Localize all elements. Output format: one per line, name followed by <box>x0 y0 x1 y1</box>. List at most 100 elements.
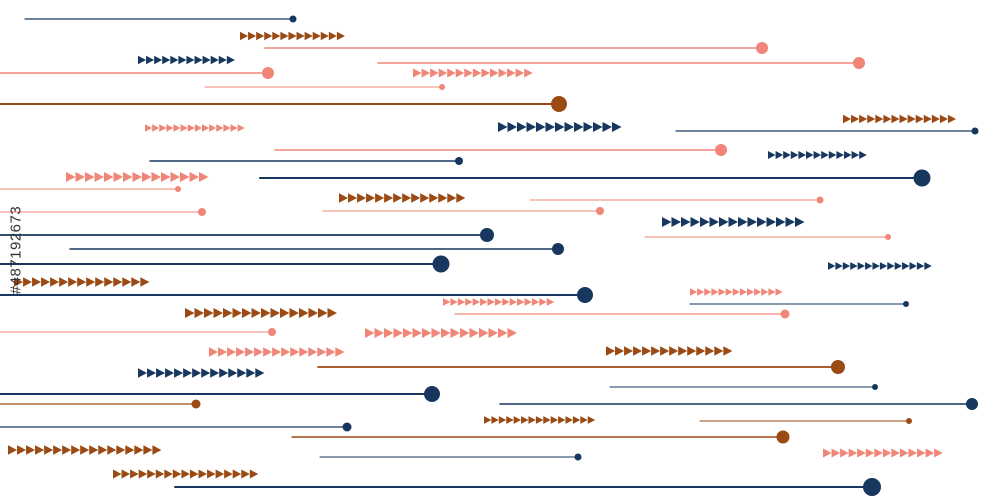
arrow-triangle <box>775 288 783 296</box>
arrow-triangle <box>393 328 403 338</box>
end-dot <box>455 157 463 165</box>
end-dot <box>780 309 790 319</box>
arrow-triangle <box>237 124 245 132</box>
arrow-triangle <box>218 55 227 65</box>
arrow-triangle <box>94 172 104 182</box>
arrow-triangle <box>145 124 153 132</box>
arrow-triangle <box>899 114 908 124</box>
arrow-triangle <box>17 445 27 455</box>
stock-id-strip: #487192673 <box>0 0 32 500</box>
arrow-triangle <box>882 448 892 458</box>
stock-id-label: #487192673 <box>7 205 25 295</box>
arrow-triangle <box>254 347 264 357</box>
arrow-triangle <box>642 346 652 356</box>
arrow-triangle <box>53 445 63 455</box>
arrow-triangle <box>23 277 33 287</box>
arrow-triangle <box>95 277 105 287</box>
arrow-triangle <box>216 124 224 132</box>
arrow-triangle <box>35 445 45 455</box>
arrow-triangle <box>865 262 873 270</box>
end-dot <box>424 386 440 402</box>
arrow-triangle <box>161 172 171 182</box>
arrow-triangle <box>915 114 924 124</box>
arrow-triangle <box>924 262 932 270</box>
end-dot <box>715 144 727 156</box>
arrow-triangle <box>68 277 78 287</box>
arrow-triangle <box>66 172 76 182</box>
arrow-triangle <box>842 262 851 270</box>
arrow-triangle <box>564 122 574 132</box>
arrow-triangle <box>719 217 729 227</box>
arrow-triangle <box>488 328 498 338</box>
arrow-triangle <box>798 151 806 159</box>
arrow-triangle <box>747 288 755 296</box>
arrow-triangle <box>681 217 691 227</box>
arrow-triangle <box>41 277 51 287</box>
arrow-triangle <box>572 416 581 424</box>
arrow-triangle <box>555 122 565 132</box>
arrow-triangle <box>633 346 643 356</box>
arrow-triangle <box>236 347 246 357</box>
arrow-triangle <box>531 298 540 306</box>
arrow-triangle <box>872 262 880 270</box>
arrow-triangle <box>32 277 42 287</box>
arrow-triangle <box>240 31 249 41</box>
arrow-triangle <box>757 217 767 227</box>
arrow-triangle <box>422 328 432 338</box>
arrow-triangle <box>498 328 508 338</box>
arrow-triangle <box>421 68 431 78</box>
arrow-triangle <box>939 114 948 124</box>
arrow-triangle <box>545 122 555 132</box>
arrow-triangle <box>207 469 216 479</box>
arrow-triangle <box>248 31 257 41</box>
arrow-triangle <box>320 31 329 41</box>
arrow-triangle <box>255 368 265 378</box>
arrow-triangle <box>754 288 762 296</box>
arrow-triangle <box>198 469 208 479</box>
arrow-triangle <box>498 68 508 78</box>
arrow-triangle <box>491 416 499 424</box>
arrow-triangle <box>246 368 256 378</box>
arrow-triangle <box>441 328 451 338</box>
arrow-triangle <box>180 124 188 132</box>
arrow-triangle <box>776 217 786 227</box>
arrow-triangle <box>156 368 166 378</box>
arrow-triangle <box>147 368 157 378</box>
arrow-triangle <box>790 151 799 159</box>
arrow-triangle <box>899 448 909 458</box>
arrow-triangle <box>875 114 884 124</box>
arrow-triangle <box>775 151 784 159</box>
arrow-triangle <box>232 308 242 318</box>
arrow-triangle <box>947 114 957 124</box>
arrow-triangle <box>828 151 837 159</box>
arrow-triangle <box>366 193 376 203</box>
end-dot <box>432 255 450 273</box>
arrow-triangle <box>281 347 291 357</box>
end-dot <box>289 15 297 23</box>
arrow-triangle <box>264 31 273 41</box>
arrow-triangle <box>44 445 54 455</box>
arrow-triangle <box>481 68 490 78</box>
arrow-triangle <box>840 448 849 458</box>
arrow-triangle <box>140 277 150 287</box>
arrow-triangle <box>507 328 517 338</box>
arrow-triangle <box>574 122 584 132</box>
arrow-triangle <box>86 277 96 287</box>
end-dot <box>853 57 865 69</box>
arrow-triangle <box>80 445 90 455</box>
arrow-triangle <box>883 114 892 124</box>
arrow-triangle <box>228 368 238 378</box>
end-dot <box>191 399 201 409</box>
end-dot <box>262 67 274 79</box>
arrow-triangle <box>498 122 508 132</box>
arrow-triangle <box>165 368 175 378</box>
arrow-triangle <box>917 448 926 458</box>
arrow-triangle <box>725 288 733 296</box>
arrow-triangle <box>326 347 336 357</box>
arrow-triangle <box>365 328 375 338</box>
arrow-triangle <box>142 172 152 182</box>
arrow-triangle <box>189 469 199 479</box>
arrow-triangle <box>336 31 345 41</box>
arrow-triangle <box>813 151 822 159</box>
